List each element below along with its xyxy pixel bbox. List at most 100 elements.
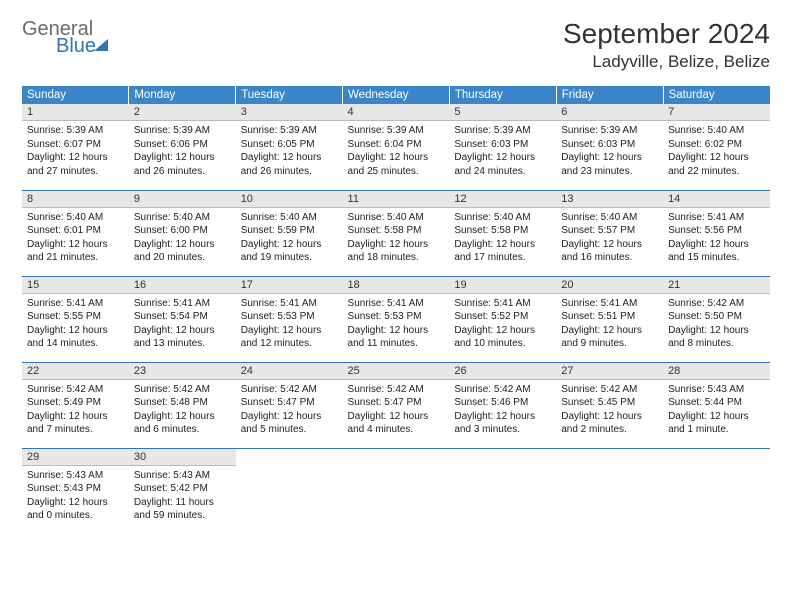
day-number: 9 [129, 191, 236, 208]
sunrise-text: Sunrise: 5:39 AM [454, 124, 551, 138]
daylight-text: and 12 minutes. [241, 337, 338, 351]
daylight-text: and 13 minutes. [134, 337, 231, 351]
day-number: 5 [449, 104, 556, 121]
day-number: 23 [129, 363, 236, 380]
calendar-cell: 29Sunrise: 5:43 AMSunset: 5:43 PMDayligh… [22, 448, 129, 534]
day-details: Sunrise: 5:39 AMSunset: 6:07 PMDaylight:… [22, 121, 129, 181]
day-number: 10 [236, 191, 343, 208]
daylight-text: Daylight: 12 hours [668, 238, 765, 252]
day-details: Sunrise: 5:41 AMSunset: 5:53 PMDaylight:… [343, 294, 450, 354]
day-details: Sunrise: 5:41 AMSunset: 5:54 PMDaylight:… [129, 294, 236, 354]
day-number: 17 [236, 277, 343, 294]
sunrise-text: Sunrise: 5:41 AM [134, 297, 231, 311]
sunset-text: Sunset: 5:53 PM [241, 310, 338, 324]
sunrise-text: Sunrise: 5:40 AM [27, 211, 124, 225]
sunrise-text: Sunrise: 5:41 AM [27, 297, 124, 311]
daylight-text: and 21 minutes. [27, 251, 124, 265]
weekday-header: Saturday [663, 86, 770, 104]
daylight-text: and 16 minutes. [561, 251, 658, 265]
daylight-text: and 18 minutes. [348, 251, 445, 265]
daylight-text: Daylight: 12 hours [134, 410, 231, 424]
sunrise-text: Sunrise: 5:40 AM [561, 211, 658, 225]
day-number: 14 [663, 191, 770, 208]
daylight-text: and 11 minutes. [348, 337, 445, 351]
day-details: Sunrise: 5:39 AMSunset: 6:05 PMDaylight:… [236, 121, 343, 181]
calendar-cell: 4Sunrise: 5:39 AMSunset: 6:04 PMDaylight… [343, 104, 450, 190]
daylight-text: Daylight: 12 hours [27, 410, 124, 424]
calendar-cell: .. [556, 448, 663, 534]
daylight-text: Daylight: 12 hours [668, 324, 765, 338]
daylight-text: Daylight: 12 hours [348, 151, 445, 165]
day-details: Sunrise: 5:40 AMSunset: 5:57 PMDaylight:… [556, 208, 663, 268]
day-details: Sunrise: 5:42 AMSunset: 5:47 PMDaylight:… [236, 380, 343, 440]
day-details: Sunrise: 5:42 AMSunset: 5:50 PMDaylight:… [663, 294, 770, 354]
sunset-text: Sunset: 5:45 PM [561, 396, 658, 410]
day-details: Sunrise: 5:41 AMSunset: 5:52 PMDaylight:… [449, 294, 556, 354]
calendar-cell: 6Sunrise: 5:39 AMSunset: 6:03 PMDaylight… [556, 104, 663, 190]
day-details: Sunrise: 5:40 AMSunset: 5:59 PMDaylight:… [236, 208, 343, 268]
sunset-text: Sunset: 6:03 PM [561, 138, 658, 152]
day-number: 26 [449, 363, 556, 380]
calendar-table: Sunday Monday Tuesday Wednesday Thursday… [22, 86, 770, 534]
daylight-text: Daylight: 12 hours [27, 324, 124, 338]
day-number: 6 [556, 104, 663, 121]
daylight-text: and 0 minutes. [27, 509, 124, 523]
daylight-text: Daylight: 12 hours [27, 238, 124, 252]
weekday-header: Monday [129, 86, 236, 104]
daylight-text: and 3 minutes. [454, 423, 551, 437]
daylight-text: Daylight: 12 hours [241, 324, 338, 338]
sunset-text: Sunset: 6:07 PM [27, 138, 124, 152]
calendar-row: 22Sunrise: 5:42 AMSunset: 5:49 PMDayligh… [22, 362, 770, 448]
calendar-cell: .. [449, 448, 556, 534]
calendar-cell: 23Sunrise: 5:42 AMSunset: 5:48 PMDayligh… [129, 362, 236, 448]
weekday-header-row: Sunday Monday Tuesday Wednesday Thursday… [22, 86, 770, 104]
day-details: Sunrise: 5:42 AMSunset: 5:45 PMDaylight:… [556, 380, 663, 440]
daylight-text: Daylight: 12 hours [27, 151, 124, 165]
sunrise-text: Sunrise: 5:39 AM [561, 124, 658, 138]
sunset-text: Sunset: 6:06 PM [134, 138, 231, 152]
daylight-text: Daylight: 12 hours [348, 238, 445, 252]
day-number: 15 [22, 277, 129, 294]
calendar-cell: 5Sunrise: 5:39 AMSunset: 6:03 PMDaylight… [449, 104, 556, 190]
daylight-text: Daylight: 12 hours [134, 151, 231, 165]
day-details: Sunrise: 5:39 AMSunset: 6:03 PMDaylight:… [556, 121, 663, 181]
sunset-text: Sunset: 6:04 PM [348, 138, 445, 152]
daylight-text: and 19 minutes. [241, 251, 338, 265]
calendar-cell: .. [343, 448, 450, 534]
sunrise-text: Sunrise: 5:41 AM [454, 297, 551, 311]
daylight-text: Daylight: 12 hours [561, 324, 658, 338]
sunset-text: Sunset: 5:55 PM [27, 310, 124, 324]
daylight-text: Daylight: 12 hours [27, 496, 124, 510]
sunrise-text: Sunrise: 5:41 AM [668, 211, 765, 225]
day-number: 30 [129, 449, 236, 466]
day-details: Sunrise: 5:40 AMSunset: 6:02 PMDaylight:… [663, 121, 770, 181]
calendar-cell: 12Sunrise: 5:40 AMSunset: 5:58 PMDayligh… [449, 190, 556, 276]
sunrise-text: Sunrise: 5:40 AM [348, 211, 445, 225]
daylight-text: and 24 minutes. [454, 165, 551, 179]
sunset-text: Sunset: 5:42 PM [134, 482, 231, 496]
sunset-text: Sunset: 5:58 PM [454, 224, 551, 238]
daylight-text: and 59 minutes. [134, 509, 231, 523]
month-title: September 2024 [563, 18, 770, 50]
sunrise-text: Sunrise: 5:43 AM [668, 383, 765, 397]
day-number: 3 [236, 104, 343, 121]
daylight-text: and 10 minutes. [454, 337, 551, 351]
calendar-cell: 16Sunrise: 5:41 AMSunset: 5:54 PMDayligh… [129, 276, 236, 362]
header: GeneralBlue September 2024 Ladyville, Be… [22, 18, 770, 72]
daylight-text: and 26 minutes. [241, 165, 338, 179]
day-number: 16 [129, 277, 236, 294]
day-details: Sunrise: 5:42 AMSunset: 5:47 PMDaylight:… [343, 380, 450, 440]
day-number: 20 [556, 277, 663, 294]
sunrise-text: Sunrise: 5:43 AM [134, 469, 231, 483]
daylight-text: and 23 minutes. [561, 165, 658, 179]
sunrise-text: Sunrise: 5:42 AM [668, 297, 765, 311]
day-details: Sunrise: 5:40 AMSunset: 6:00 PMDaylight:… [129, 208, 236, 268]
daylight-text: Daylight: 11 hours [134, 496, 231, 510]
sunrise-text: Sunrise: 5:40 AM [134, 211, 231, 225]
day-number: 29 [22, 449, 129, 466]
sunset-text: Sunset: 5:59 PM [241, 224, 338, 238]
sunset-text: Sunset: 5:57 PM [561, 224, 658, 238]
daylight-text: Daylight: 12 hours [241, 151, 338, 165]
daylight-text: Daylight: 12 hours [454, 324, 551, 338]
sunrise-text: Sunrise: 5:39 AM [134, 124, 231, 138]
